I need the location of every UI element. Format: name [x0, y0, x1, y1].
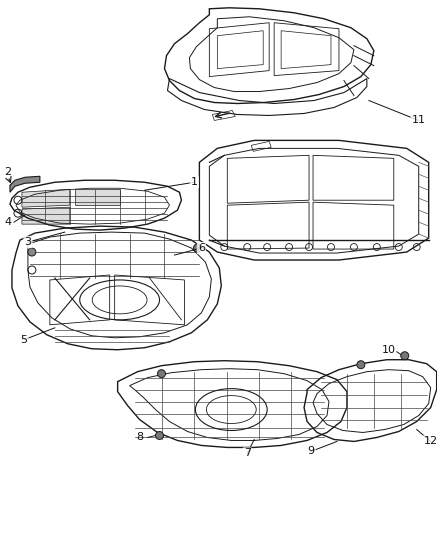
Polygon shape: [75, 189, 120, 205]
Text: 7: 7: [244, 448, 251, 458]
Polygon shape: [10, 176, 40, 192]
Circle shape: [28, 248, 36, 256]
Circle shape: [155, 432, 163, 440]
Circle shape: [401, 352, 409, 360]
Circle shape: [357, 361, 365, 369]
Circle shape: [158, 370, 166, 378]
Text: 8: 8: [136, 432, 143, 442]
Polygon shape: [22, 189, 70, 207]
Text: 4: 4: [4, 217, 11, 227]
Polygon shape: [22, 207, 70, 224]
Text: 9: 9: [307, 447, 314, 456]
Text: 10: 10: [382, 345, 396, 355]
Text: 6: 6: [198, 243, 205, 253]
Text: 12: 12: [424, 437, 438, 447]
Text: 3: 3: [25, 237, 32, 247]
Text: 11: 11: [412, 116, 426, 125]
Circle shape: [194, 244, 201, 252]
Text: 1: 1: [191, 177, 198, 187]
Text: 5: 5: [21, 335, 28, 345]
Text: 2: 2: [4, 167, 11, 177]
